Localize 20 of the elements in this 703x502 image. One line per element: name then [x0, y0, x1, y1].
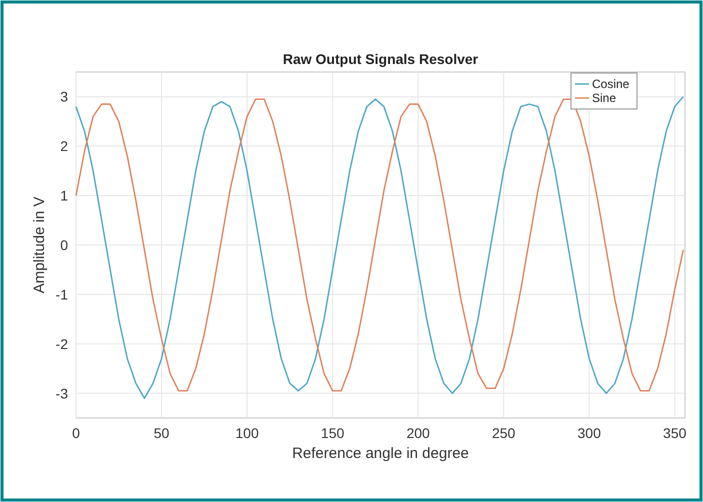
y-tick-label: -1: [56, 286, 68, 302]
y-tick-label: 3: [60, 88, 68, 105]
x-tick-label: 350: [663, 425, 687, 441]
x-tick-label: 50: [154, 425, 170, 441]
x-tick-label: 150: [320, 425, 344, 441]
x-tick-label: 300: [578, 425, 602, 441]
y-tick-label: 2: [60, 138, 68, 154]
y-tick-label: -3: [56, 385, 68, 402]
y-tick-label: 0: [60, 237, 68, 253]
x-axis-title: Reference angle in degree: [292, 445, 469, 462]
x-tick-label: 0: [72, 425, 80, 441]
legend-label: Cosine: [592, 77, 630, 91]
y-tick-label: -2: [56, 336, 68, 352]
y-axis-title: Amplitude in V: [31, 196, 48, 294]
x-tick-label: 100: [235, 425, 259, 441]
x-tick-label: 250: [492, 425, 516, 441]
legend-label: Sine: [592, 91, 616, 105]
chart-title: Raw Output Signals Resolver: [282, 51, 479, 67]
x-tick-label: 200: [406, 425, 430, 441]
y-tick-label: 1: [60, 188, 68, 204]
